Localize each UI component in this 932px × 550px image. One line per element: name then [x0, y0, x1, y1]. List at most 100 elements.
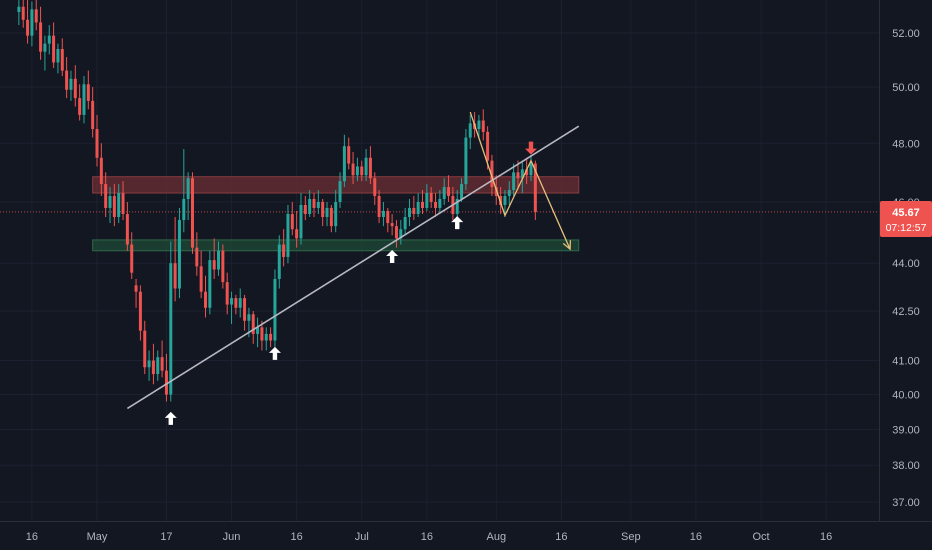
candle-body-down: [377, 195, 381, 218]
candle-body-down: [303, 204, 307, 214]
candle-body-down: [130, 244, 134, 273]
candle-body-down: [151, 360, 155, 375]
candle-body-down: [269, 333, 273, 341]
last-price-tag: 45.67 07:12:57: [880, 201, 932, 237]
candle-body-up: [425, 192, 429, 208]
candle-body-down: [125, 213, 129, 245]
candle-body-up: [325, 207, 329, 218]
candle-body-down: [329, 207, 333, 227]
candle-body-down: [21, 6, 25, 20]
time-tick-label: 16: [555, 531, 567, 543]
candle-body-down: [421, 201, 424, 208]
candle-body-down: [138, 291, 142, 331]
candle-body-down: [95, 129, 99, 158]
candle-body-down: [516, 172, 520, 179]
candle-body-up: [47, 35, 51, 44]
candle-body-down: [260, 327, 264, 341]
time-tick-label: Oct: [752, 531, 769, 543]
candle-body-down: [295, 229, 299, 239]
price-tick-label: 42.50: [892, 306, 920, 318]
candle-body-down: [104, 184, 108, 208]
candle-body-up: [264, 333, 268, 341]
markers: [164, 141, 537, 425]
candle-body-down: [34, 9, 38, 23]
candle-body-down: [321, 201, 325, 218]
candle-body-up: [455, 198, 459, 214]
candle-body-up: [468, 123, 472, 138]
candle-body-down: [282, 244, 286, 257]
candle-body-down: [26, 19, 30, 36]
candle-body-down: [251, 314, 255, 334]
candle-body-down: [173, 263, 177, 289]
candle-body-up: [529, 163, 533, 176]
candle-body-down: [221, 250, 225, 283]
candle-body-down: [65, 70, 69, 90]
candle-body-down: [434, 201, 438, 208]
ascending-trendline: [126, 125, 580, 410]
candle-body-up: [438, 198, 442, 208]
price-tick-label: 37.00: [892, 497, 920, 509]
candle-body-down: [490, 160, 494, 188]
time-tick-label: May: [87, 531, 108, 543]
candle-body-down: [360, 166, 364, 176]
candle-body-down: [143, 330, 147, 368]
candle-body-down: [86, 84, 90, 101]
time-tick-label: Aug: [486, 531, 506, 543]
candle-body-down: [533, 163, 537, 212]
candle-body-up: [460, 184, 464, 199]
candle-body-up: [503, 195, 507, 205]
candles: [17, 0, 537, 402]
candle-body-down: [486, 131, 490, 161]
candle-body-down: [447, 187, 451, 196]
time-axis[interactable]: 16 May 17 Jun 16 Jul 16 Aug 16 Sep 16 Oct 16: [26, 531, 832, 543]
candle-body-down: [112, 195, 116, 218]
candle-body-up: [43, 43, 47, 52]
candle-body-up: [238, 298, 242, 308]
candle-body-down: [312, 198, 316, 208]
candle-body-down: [347, 146, 351, 164]
candle-body-up: [342, 146, 346, 182]
candle-body-up: [273, 278, 277, 341]
candle-body-up: [512, 172, 516, 191]
candle-body-down: [195, 247, 199, 267]
candle-body-up: [82, 84, 86, 115]
support-zone: [92, 239, 580, 252]
last-price-countdown: 07:12:57: [886, 222, 927, 234]
candle-body-up: [403, 217, 407, 230]
candle-body-down: [99, 157, 103, 185]
candle-body-down: [73, 78, 77, 99]
price-tick-label: 48.00: [892, 138, 920, 150]
last-price-tag-box: [880, 201, 932, 237]
time-tick-label: Jul: [355, 531, 369, 543]
zones: [92, 176, 580, 252]
candle-body-up: [286, 213, 290, 257]
candle-body-up: [182, 198, 186, 221]
projection-path: [469, 111, 571, 250]
candle-body-down: [394, 226, 398, 239]
candle-body-down: [134, 285, 138, 292]
candle-body-up: [256, 327, 260, 334]
candle-body-up: [399, 229, 403, 239]
time-tick-label: Jun: [223, 531, 241, 543]
price-axis[interactable]: 37.0038.0039.0040.0041.0042.5044.0046.00…: [892, 28, 920, 509]
arrow-up-icon: [164, 411, 177, 425]
price-tick-label: 38.00: [892, 460, 920, 472]
candle-body-up: [69, 78, 73, 90]
candle-body-up: [316, 201, 320, 208]
arrow-up-icon: [451, 216, 464, 230]
candle-body-down: [525, 169, 529, 176]
time-tick-label: 16: [291, 531, 303, 543]
candle-body-up: [507, 190, 511, 196]
candle-body-down: [412, 207, 416, 214]
candle-body-down: [204, 291, 207, 308]
price-tick-label: 44.00: [892, 258, 920, 270]
candle-body-up: [520, 169, 524, 179]
price-tick-label: 39.00: [892, 424, 920, 436]
time-tick-label: 17: [160, 531, 172, 543]
candle-body-down: [429, 192, 433, 202]
candle-body-down: [386, 210, 390, 224]
candle-body-up: [299, 204, 303, 239]
candle-body-down: [91, 100, 95, 130]
